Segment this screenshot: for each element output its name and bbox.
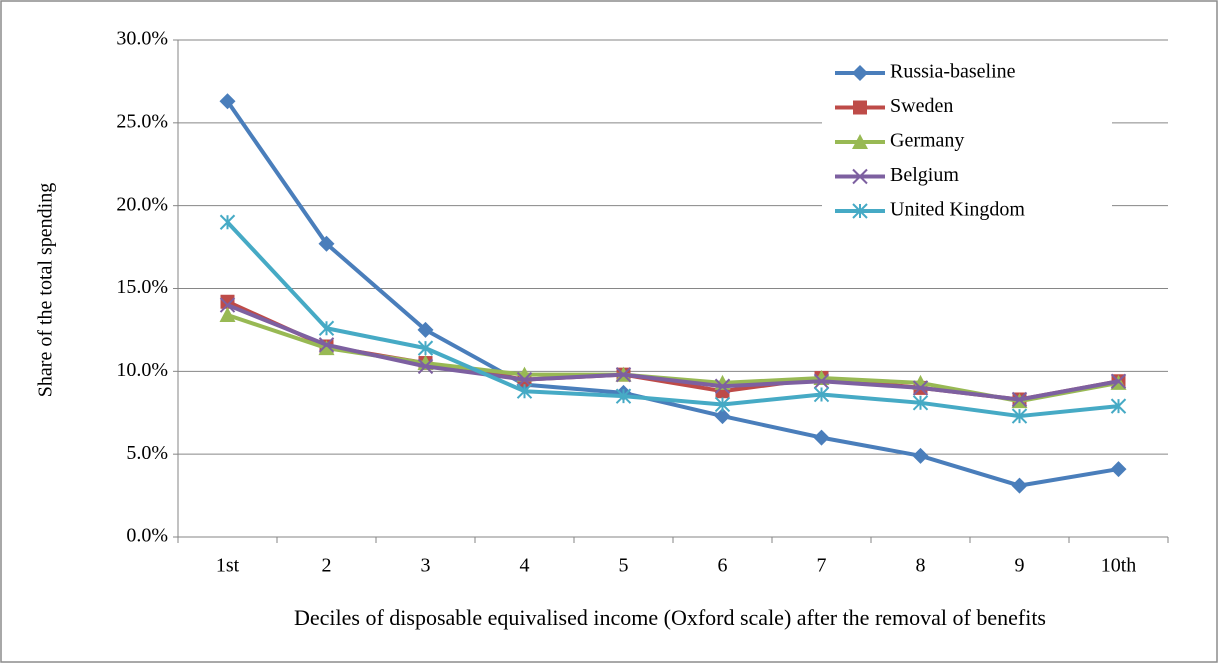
- marker: [615, 388, 632, 404]
- x-tick-label: 7: [817, 555, 827, 577]
- series-line: [226, 220, 1119, 419]
- marker: [912, 447, 929, 464]
- series-line: [225, 100, 1119, 488]
- marker: [615, 366, 632, 383]
- marker: [417, 340, 434, 356]
- legend-label: Germany: [890, 130, 964, 152]
- marker: [813, 386, 830, 403]
- y-tick-label: 15.0%: [116, 276, 168, 298]
- marker: [1110, 398, 1127, 414]
- marker: [714, 396, 731, 413]
- marker: [714, 378, 731, 394]
- x-tick-label: 10th: [1101, 555, 1137, 577]
- legend-label: Sweden: [890, 95, 953, 117]
- marker: [852, 203, 868, 219]
- x-tick-label: 6: [718, 555, 728, 577]
- marker: [912, 380, 929, 396]
- marker: [219, 307, 236, 323]
- marker: [813, 429, 830, 446]
- y-axis-title: Share of the total spending: [35, 183, 57, 397]
- marker: [318, 340, 335, 356]
- marker: [1011, 408, 1028, 424]
- marker: [714, 408, 731, 425]
- y-tick-label: 10.0%: [116, 359, 168, 381]
- marker: [1110, 461, 1127, 478]
- marker: [318, 337, 335, 353]
- marker: [516, 383, 533, 399]
- series-line: [226, 303, 1119, 402]
- marker: [853, 100, 867, 115]
- y-tick-label: 30.0%: [116, 28, 168, 50]
- marker: [852, 65, 868, 81]
- marker: [417, 321, 434, 338]
- y-tick-label: 5.0%: [126, 442, 168, 464]
- x-tick-label: 5: [619, 555, 629, 577]
- marker: [318, 235, 335, 252]
- y-tick-label: 25.0%: [116, 110, 168, 132]
- marker: [1110, 373, 1127, 389]
- y-tick-label: 0.0%: [126, 525, 168, 547]
- marker: [318, 320, 335, 336]
- x-tick-label: 3: [421, 555, 431, 577]
- x-tick-label: 9: [1015, 555, 1025, 577]
- marker: [912, 395, 929, 411]
- marker: [1011, 477, 1028, 494]
- x-axis-title: Deciles of disposable equivalised income…: [294, 605, 1046, 630]
- marker: [219, 214, 236, 230]
- x-tick-label: 1st: [216, 555, 240, 577]
- x-tick-label: 8: [916, 555, 926, 577]
- x-tick-label: 2: [322, 555, 332, 577]
- legend-label: Belgium: [890, 164, 959, 186]
- y-tick-label: 20.0%: [116, 193, 168, 215]
- marker: [417, 358, 434, 375]
- marker: [516, 371, 533, 388]
- marker: [219, 93, 236, 110]
- x-tick-label: 4: [520, 555, 530, 577]
- legend-label: Russia-baseline: [890, 61, 1016, 83]
- marker: [219, 297, 236, 313]
- marker: [852, 168, 868, 185]
- marker: [852, 134, 868, 149]
- marker: [1011, 391, 1028, 408]
- legend-label: United Kingdom: [890, 199, 1025, 221]
- marker: [813, 373, 830, 389]
